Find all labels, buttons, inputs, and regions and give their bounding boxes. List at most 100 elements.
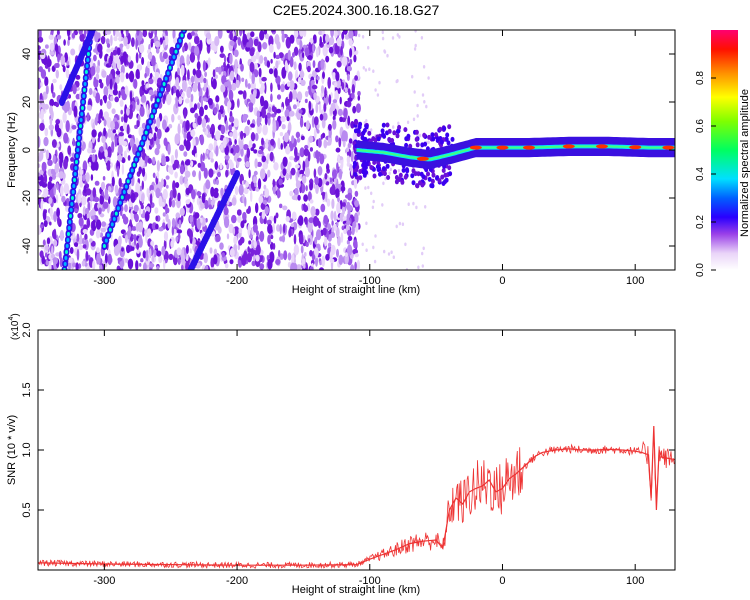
heatmap-noise-cell [382,181,385,186]
heatmap-noise-cell [93,77,99,88]
heatmap-noise-cell [78,217,84,227]
heatmap-noise-cell [344,87,348,93]
heatmap-noise-cell [107,146,112,159]
heatmap-noise-cell [272,242,276,250]
heatmap-noise-cell [121,93,127,101]
heatmap-noise-cell [95,161,99,171]
heatmap-noise-cell [110,162,113,168]
heatmap-noise-cell [44,127,49,137]
snr-plot-area [38,330,675,570]
heatmap-noise-cell [133,204,139,212]
heatmap-noise-cell [90,215,96,220]
heatmap-track-core [79,124,82,128]
heatmap-noise-cell [335,135,339,143]
heatmap-noise-cell [387,252,391,256]
heatmap-noise-cell [165,175,170,180]
heatmap-noise-cell [205,188,209,194]
heatmap-noise-cell [167,143,171,155]
heatmap-noise-cell [210,186,215,197]
heatmap-noise-cell [261,155,267,163]
heatmap-noise-cell [95,65,100,74]
heatmap-signal-peak [496,145,509,150]
heatmap-noise-cell [238,239,243,246]
heatmap-noise-cell [196,61,201,70]
heatmap-noise-cell [270,234,274,240]
heatmap-noise-cell [329,36,335,46]
heatmap-track-core [124,184,128,189]
heatmap-noise-cell [140,204,144,210]
heatmap-noise-cell [181,79,187,92]
heatmap-noise-cell [326,198,331,207]
heatmap-noise-cell [276,94,282,100]
heatmap-track-core [85,64,89,68]
heatmap-noise-cell [294,164,300,169]
heatmap-noise-cell [396,33,399,37]
heatmap-noise-cell [253,149,258,154]
heatmap-noise-cell [98,112,101,125]
heatmap-signal-spread [444,136,449,142]
heatmap-noise-cell [295,131,301,139]
heatmap-noise-cell [100,146,104,153]
heatmap-noise-cell [161,245,166,256]
heatmap-noise-cell [101,136,106,144]
heatmap-noise-cell [120,64,125,75]
heatmap-signal-spread [403,174,408,180]
heatmap-noise-cell [270,82,273,93]
heatmap-signal-spread [439,139,444,145]
heatmap-signal-spread [422,132,427,138]
heatmap-noise-cell [346,155,351,164]
heatmap-noise-cell [343,107,348,119]
heatmap-signal-spread [378,171,382,177]
heatmap-noise-cell [218,66,222,75]
heatmap-noise-cell [43,188,49,198]
heatmap-noise-cell [192,82,198,93]
heatmap-noise-cell [86,112,90,122]
heatmap-noise-cell [168,197,172,208]
heatmap-noise-cell [176,56,181,68]
heatmap-track-core [80,112,84,116]
heatmap-noise-cell [50,109,54,120]
heatmap-noise-cell [42,210,47,221]
heatmap-noise-cell [342,30,348,35]
heatmap-signal-spread [354,167,359,173]
heatmap-signal-spread [438,136,443,141]
heatmap-noise-cell [310,206,316,217]
heatmap-noise-cell [284,60,288,72]
heatmap-noise-cell [130,192,136,203]
heatmap-noise-cell [53,228,57,238]
heatmap-noise-cell [347,97,353,102]
heatmap-noise-cell [234,185,239,196]
heatmap-noise-cell [365,248,368,252]
heatmap-noise-cell [272,178,276,188]
heatmap-noise-cell [335,71,340,82]
heatmap-track-core [65,244,69,248]
heatmap-noise-cell [370,191,373,196]
heatmap-noise-cell [175,236,179,243]
heatmap-track-core [120,195,124,200]
snr-y-tick-label: 0.5 [21,502,33,517]
heatmap-noise-cell [213,191,219,199]
heatmap-noise-cell [150,240,155,247]
heatmap-noise-cell [275,54,281,60]
heatmap-noise-cell [313,116,319,126]
heatmap-noise-cell [353,54,357,63]
heatmap-noise-cell [320,134,323,140]
heatmap-noise-cell [138,166,142,175]
heatmap-noise-cell [347,115,351,126]
heatmap-noise-cell [92,187,97,198]
heatmap-noise-cell [308,100,312,111]
heatmap-noise-cell [427,76,430,80]
heatmap-noise-cell [315,247,319,259]
heatmap-noise-cell [107,253,113,266]
heatmap-noise-cell [397,121,400,126]
heatmap-noise-cell [292,52,295,58]
heatmap-noise-cell [347,192,353,201]
heatmap-noise-cell [248,37,254,49]
heatmap-noise-cell [302,258,306,263]
heatmap-noise-cell [306,65,311,73]
heatmap-noise-cell [249,93,253,100]
colorbar-ticks: 0.0 0.2 0.4 0.6 0.8 [695,71,716,277]
heatmap-noise-cell [238,90,244,95]
heatmap-noise-cell [357,95,361,101]
heatmap-noise-cell [371,205,375,210]
